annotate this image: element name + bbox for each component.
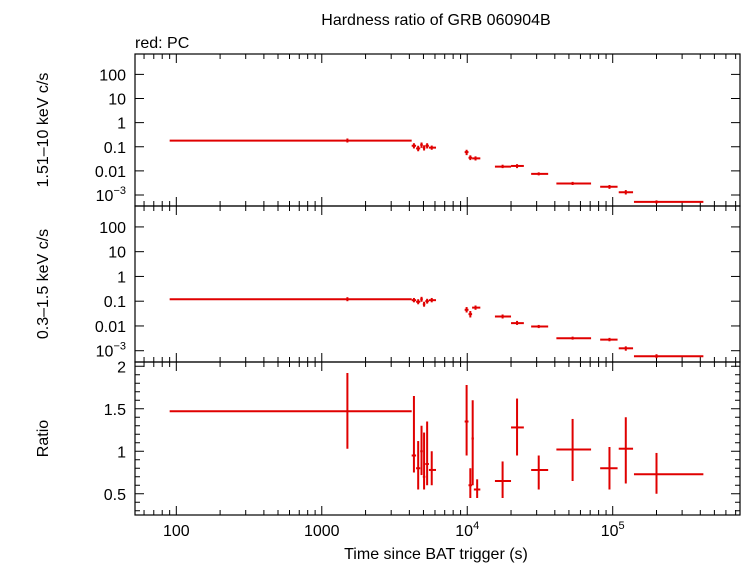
panel-ratio: 0.5 1 1.5 2 Ratio <box>35 359 741 516</box>
data-point <box>600 184 618 189</box>
chart-title: Hardness ratio of GRB 060904B <box>321 12 550 29</box>
y-tick-label: 0.1 <box>104 140 126 157</box>
data-point <box>420 425 423 476</box>
data-point <box>428 297 437 303</box>
data-point <box>494 461 512 498</box>
y-tick-label: 1 <box>117 444 126 461</box>
data-point <box>422 301 426 307</box>
data-point <box>511 164 524 169</box>
y-tick-label: 0.01 <box>95 164 126 181</box>
y-tick-label: 1 <box>117 116 126 133</box>
data-point <box>472 156 481 161</box>
y-axis-label-ratio: Ratio <box>35 420 52 457</box>
data-point <box>600 447 618 490</box>
data-point <box>169 297 412 302</box>
data-point <box>411 143 417 149</box>
data-point <box>473 479 481 498</box>
data-point <box>464 307 469 313</box>
data-point <box>411 297 417 303</box>
data-point <box>618 190 634 195</box>
data-point <box>556 181 592 185</box>
data-point <box>411 396 417 473</box>
data-point <box>428 145 437 150</box>
data-point <box>425 143 429 149</box>
data-point <box>416 441 421 490</box>
y-tick-label: 2 <box>117 359 126 376</box>
panel-frame <box>134 361 741 516</box>
data-point <box>464 149 469 156</box>
data-point <box>531 172 549 176</box>
panel-frame <box>134 53 741 207</box>
x-tick-label: 1000 <box>304 523 340 540</box>
data-point <box>494 314 512 319</box>
panel-hard: 10−3 0.01 0.1 1 10 100 1.51–10 keV c/s <box>35 53 741 207</box>
panel-soft: 10−3 0.01 0.1 1 10 100 0.3–1.5 keV c/s <box>35 205 741 363</box>
panel-frame <box>134 205 741 363</box>
data-point <box>425 421 429 486</box>
data-point <box>468 155 473 161</box>
data-point <box>600 337 618 342</box>
y-tick-label: 0.01 <box>95 319 126 336</box>
chart-subtitle: red: PC <box>135 35 189 52</box>
data-point <box>169 138 412 143</box>
data-point <box>416 145 421 152</box>
data-point <box>633 452 704 494</box>
data-point <box>422 432 426 490</box>
data-point <box>531 455 549 490</box>
y-tick-label: 10−3 <box>96 185 126 205</box>
y-tick-label: 10 <box>108 92 126 109</box>
data-point <box>531 324 549 329</box>
data-point <box>633 200 704 204</box>
data-point <box>618 346 634 351</box>
y-axis-label-soft: 0.3–1.5 keV c/s <box>35 229 52 339</box>
data-point <box>169 373 412 449</box>
y-tick-label: 10 <box>108 245 126 262</box>
y-tick-label: 100 <box>99 220 126 237</box>
data-point <box>420 296 423 302</box>
data-point <box>420 142 423 148</box>
data-point <box>468 468 473 498</box>
data-point <box>468 311 473 318</box>
data-point <box>422 145 426 151</box>
data-point <box>511 398 524 456</box>
data-point <box>556 336 592 340</box>
y-tick-label: 0.5 <box>104 487 126 504</box>
y-tick-label: 10−3 <box>96 341 126 361</box>
data-point <box>618 417 634 484</box>
y-tick-label: 100 <box>99 67 126 84</box>
y-tick-label: 1 <box>117 269 126 286</box>
x-tick-label: 104 <box>455 520 479 540</box>
data-point <box>464 384 469 456</box>
x-tick-label: 100 <box>163 523 190 540</box>
y-tick-label: 1.5 <box>104 402 126 419</box>
chart-panels: 10−3 0.01 0.1 1 10 100 1.51–10 keV c/s 10−3 0.01… <box>35 53 741 540</box>
y-tick-label: 0.1 <box>104 294 126 311</box>
data-point <box>471 400 474 486</box>
x-tick-label: 105 <box>601 520 625 540</box>
data-point <box>494 164 512 169</box>
data-point <box>511 320 524 325</box>
data-point <box>428 451 437 486</box>
data-point <box>633 354 704 359</box>
data-point <box>416 299 421 305</box>
data-point <box>556 418 592 481</box>
data-point <box>425 298 429 304</box>
x-axis-label: Time since BAT trigger (s) <box>344 546 528 563</box>
y-axis-label-hard: 1.51–10 keV c/s <box>35 73 52 188</box>
data-point <box>472 305 481 310</box>
